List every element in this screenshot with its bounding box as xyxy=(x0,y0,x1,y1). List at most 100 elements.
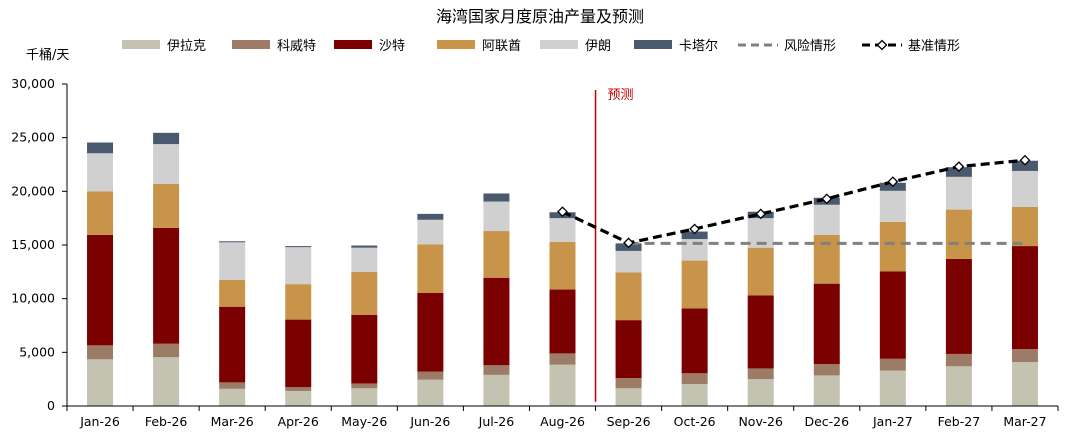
bar-segment xyxy=(945,366,972,406)
bar-segment xyxy=(879,221,906,272)
y-tick-label: 10,000 xyxy=(11,291,55,306)
bar-segment xyxy=(483,277,510,366)
bar-segment xyxy=(549,289,576,354)
bar-segment xyxy=(219,242,246,280)
bar-segment xyxy=(417,219,444,245)
legend-label: 伊拉克 xyxy=(167,39,206,54)
baseline-marker xyxy=(821,193,833,205)
bar-segment xyxy=(813,364,840,376)
y-tick-label: 5,000 xyxy=(19,344,55,359)
bar-segment xyxy=(681,383,708,406)
bar-segment xyxy=(483,193,510,202)
bar-segment xyxy=(219,306,246,383)
bar-segment xyxy=(1011,160,1038,171)
legend-label: 科威特 xyxy=(277,39,316,54)
x-tick-label: May-26 xyxy=(341,414,387,429)
bar-segment xyxy=(351,388,378,406)
bar-segment xyxy=(285,246,312,248)
bar-segment xyxy=(681,308,708,374)
x-tick-label: Dec-26 xyxy=(804,414,849,429)
bar-segment xyxy=(285,284,312,320)
x-tick-label: Jun-26 xyxy=(409,414,450,429)
bar-segment xyxy=(945,258,972,354)
bar-segment xyxy=(1011,349,1038,362)
legend-swatch xyxy=(540,40,578,49)
bar-segment xyxy=(219,382,246,389)
baseline-marker xyxy=(755,208,767,220)
x-axis: Jan-26 Feb-26 Mar-26 Apr-26 May-26 Jun-26 Jul-… xyxy=(66,405,1059,429)
bar-segment xyxy=(87,191,114,235)
bar-segment xyxy=(747,379,774,406)
x-tick-label: Jul-26 xyxy=(478,414,515,429)
x-tick-label: Jan-27 xyxy=(872,414,913,429)
baseline-marker xyxy=(689,223,701,235)
bar-segment xyxy=(87,234,114,346)
bar-segment xyxy=(549,218,576,242)
bar-segment xyxy=(417,371,444,380)
legend-swatch xyxy=(437,40,475,49)
bar-segment xyxy=(87,142,114,154)
forecast-label: 预测 xyxy=(608,88,634,103)
bar-segment xyxy=(285,319,312,388)
baseline-line xyxy=(561,158,1026,245)
legend-label: 沙特 xyxy=(379,39,405,54)
bar-segment xyxy=(1011,246,1038,350)
bar-segment xyxy=(747,247,774,296)
bar-segment xyxy=(879,370,906,406)
y-tick-label: 0 xyxy=(47,398,55,413)
bar-segment xyxy=(483,231,510,278)
legend-label: 阿联酋 xyxy=(482,38,521,54)
baseline-marker xyxy=(557,206,568,218)
bar-segment xyxy=(285,387,312,391)
bar-segment xyxy=(285,390,312,406)
legend: 伊拉克 科威特 沙特 阿联酋 伊朗 卡塔尔 风险情形 基准情形 xyxy=(122,38,960,54)
bar-segment xyxy=(945,209,972,259)
x-tick-label: Sep-26 xyxy=(607,414,651,429)
bars xyxy=(87,132,1038,406)
bar-segment xyxy=(879,271,906,359)
bar-segment xyxy=(549,364,576,406)
bar-segment xyxy=(483,365,510,375)
legend-swatch xyxy=(122,40,160,49)
bar-segment xyxy=(219,241,246,243)
bar-segment xyxy=(153,144,180,184)
bar-segment xyxy=(549,353,576,365)
bar-segment xyxy=(615,320,642,379)
bar-segment xyxy=(945,176,972,210)
bar-segment xyxy=(351,383,378,389)
y-tick-label: 30,000 xyxy=(11,76,55,91)
bar-segment xyxy=(351,247,378,272)
bar-segment xyxy=(747,295,774,369)
bar-segment xyxy=(483,374,510,406)
bar-segment xyxy=(879,190,906,222)
x-tick-label: Nov-26 xyxy=(738,414,783,429)
legend-label: 卡塔尔 xyxy=(679,39,718,54)
bar-segment xyxy=(615,272,642,321)
bar-segment xyxy=(417,244,444,293)
baseline-marker xyxy=(1019,154,1031,166)
bar-segment xyxy=(285,247,312,285)
bar-segment xyxy=(351,271,378,315)
legend-label: 伊朗 xyxy=(585,39,611,54)
legend-swatch xyxy=(232,40,270,49)
legend-swatch xyxy=(634,40,672,49)
bar-segment xyxy=(153,227,180,344)
bar-segment xyxy=(549,241,576,290)
scenario-lines xyxy=(557,154,1031,249)
bar-segment xyxy=(1011,206,1038,247)
bar-segment xyxy=(417,292,444,372)
y-tick-label: 15,000 xyxy=(11,237,55,252)
baseline-marker xyxy=(953,161,965,173)
forecast-marker: 预测 xyxy=(594,88,634,402)
x-tick-label: Jan-26 xyxy=(79,414,120,429)
bar-segment xyxy=(87,153,114,192)
bar-segment xyxy=(417,379,444,406)
bar-segment xyxy=(813,375,840,406)
legend-label: 基准情形 xyxy=(908,39,960,54)
bar-segment xyxy=(615,378,642,389)
bar-segment xyxy=(351,314,378,384)
bar-segment xyxy=(879,358,906,371)
x-tick-label: Mar-26 xyxy=(211,414,254,429)
bar-segment xyxy=(417,213,444,220)
legend-marker xyxy=(876,39,888,51)
